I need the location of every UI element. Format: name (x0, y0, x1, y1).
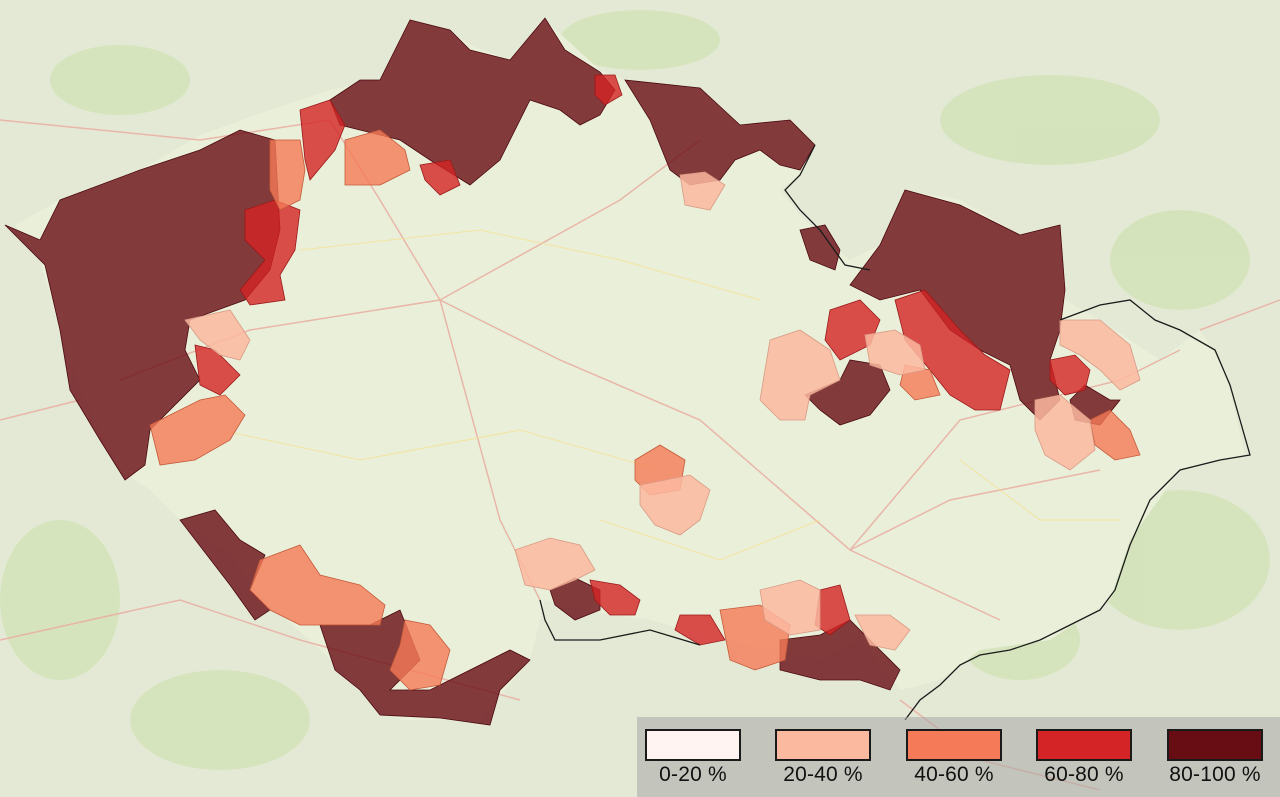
legend-label: 60-80 % (1044, 763, 1124, 786)
legend-label: 40-60 % (914, 763, 994, 786)
country-interior (15, 20, 1245, 720)
legend-item-80-100: 80-100 % (1167, 729, 1263, 791)
legend-swatch (1167, 729, 1263, 761)
region-layer-20-40 (184, 171, 1141, 651)
legend-item-0-20: 0-20 % (645, 729, 741, 791)
legend-label: 80-100 % (1169, 763, 1261, 786)
legend-item-20-40: 20-40 % (775, 729, 871, 791)
legend-swatch (906, 729, 1002, 761)
minor-road-layer (219, 229, 1120, 561)
region-layer-60-80 (194, 74, 1091, 646)
legend-label: 0-20 % (659, 763, 727, 786)
legend-label: 20-40 % (783, 763, 863, 786)
legend-swatch (775, 729, 871, 761)
national-border (539, 144, 1251, 721)
legend-swatch (645, 729, 741, 761)
region-layer-80-100 (4, 17, 1121, 726)
legend-item-60-80: 60-80 % (1036, 729, 1132, 791)
legend-swatch (1036, 729, 1132, 761)
legend-item-40-60: 40-60 % (906, 729, 1002, 791)
legend: 0-20 % 20-40 % 40-60 % 60-80 % 80-100 % (637, 717, 1280, 797)
